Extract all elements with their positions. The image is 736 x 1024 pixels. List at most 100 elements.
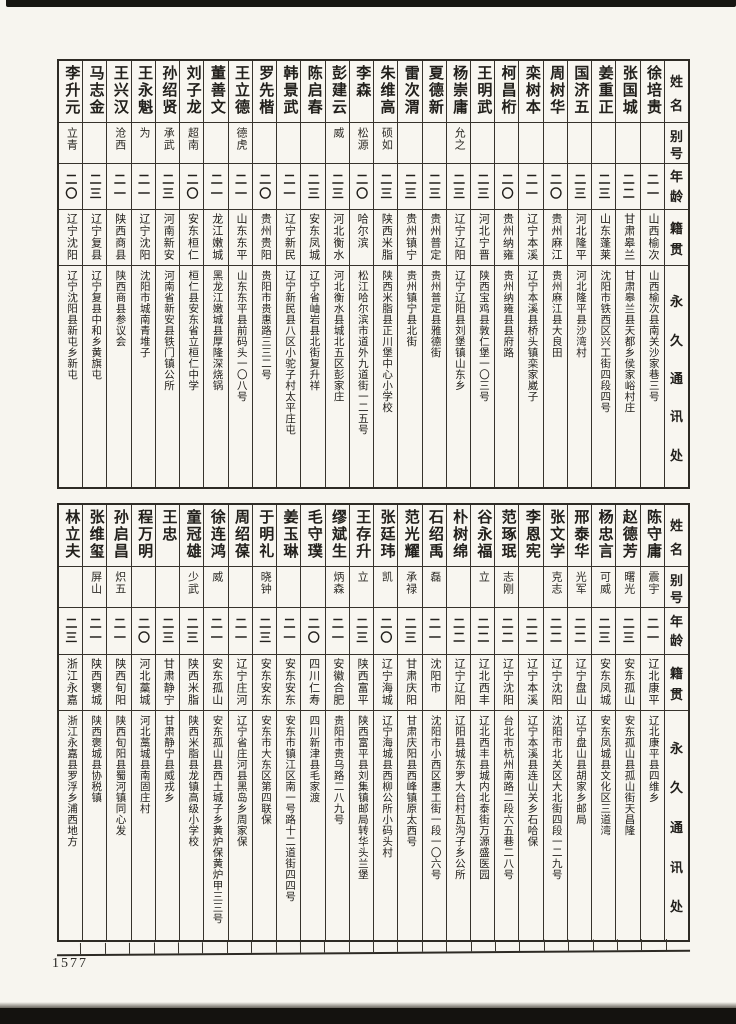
address-cell-text: 贵州普定县雅德街	[429, 270, 441, 358]
name-cell: 王立德	[228, 61, 252, 123]
origin-cell: 辽宁海城	[374, 655, 398, 711]
address-cell-text: 辽宁辽阳县刘堡镇山东乡	[453, 270, 465, 391]
age-cell: 二三	[398, 164, 422, 210]
alias-cell	[155, 567, 180, 608]
origin-cell-text: 辽宁沈阳	[138, 213, 151, 261]
origin-cell-text: 辽宁本溪	[525, 658, 538, 706]
address-cell-text: 陕西褒城县协税镇	[90, 715, 102, 803]
tick-mark	[374, 940, 399, 952]
age-cell-text: 二一	[281, 172, 296, 201]
alias-cell	[470, 123, 495, 164]
name-cell-text: 王存升	[354, 509, 371, 560]
age-cell-text: 二三	[160, 617, 175, 645]
origin-cell-text: 甘肃静宁	[162, 658, 175, 706]
roster-column: 赵德芳 曙光 二三 安东孤山 安东孤山县孤山街天昌隆	[616, 505, 641, 940]
age-cell: 二一	[83, 608, 107, 655]
address-cell-text: 四川新津县毛家渡	[308, 715, 320, 803]
address-cell-text: 山西榆次县南关沙家巷三号	[647, 270, 659, 402]
origin-cell: 河北衡水	[325, 210, 349, 266]
name-cell-text: 张文学	[548, 509, 565, 560]
alias-cell	[616, 123, 640, 164]
age-cell: 二〇	[495, 164, 519, 210]
origin-cell: 龙江嫩城	[204, 210, 228, 266]
address-cell: 松江哈尔滨市道外九道街一二五号	[350, 266, 373, 487]
alias-cell: 志刚	[495, 567, 519, 608]
alias-cell	[543, 123, 567, 164]
origin-cell-text: 安东孤山	[210, 658, 223, 706]
alias-cell: 曙光	[616, 567, 640, 608]
age-cell: 二一	[519, 164, 543, 210]
address-cell: 辽宁新民县八区小驼子村太平庄屯	[277, 266, 300, 487]
age-cell-text: 二〇	[548, 172, 563, 201]
name-cell-text: 姜重正	[596, 65, 613, 116]
address-cell-text: 贵阳市贵乌路二八九号	[332, 715, 344, 825]
header-age-text: 年龄	[669, 169, 683, 204]
origin-cell-text: 辽宁庄河	[234, 658, 247, 706]
age-cell-text: 二一	[233, 172, 248, 201]
age-cell-text: 二〇	[257, 172, 272, 201]
origin-cell-text: 辽宁本溪	[525, 213, 538, 261]
origin-cell-text: 贵州贵阳	[259, 213, 272, 261]
origin-cell-text: 安东安东	[283, 658, 296, 706]
tick-mark	[252, 941, 277, 953]
origin-cell: 甘肃静宁	[155, 655, 180, 711]
age-cell-text: 二一	[281, 617, 296, 645]
origin-cell-text: 甘肃庆阳	[404, 658, 417, 706]
name-cell-text: 彭建云	[329, 65, 346, 116]
age-cell: 二〇	[301, 608, 325, 655]
roster-column: 谷永福立二二 辽北西丰 辽北西丰县城内北泰街万源盛医园	[470, 505, 496, 940]
alias-cell	[83, 123, 107, 164]
roster-column: 杨忠言 可威 二三 安东凤城 安东凤城县文化区三道湾	[592, 505, 617, 940]
roster-column: 缪斌生 炳森 二一 安徽合肥 贵阳市贵乌路二八九号	[325, 505, 350, 940]
tick-mark	[642, 938, 667, 951]
name-cell: 柯昌桁	[495, 61, 519, 123]
origin-cell: 陕西褒城	[83, 655, 107, 711]
age-cell: 二一	[228, 164, 252, 210]
roster-column: 王忠 二三 甘肃静宁 甘肃静宁县威戎乡	[155, 505, 181, 940]
address-cell: 陕西旬阳县蜀河镇同心发	[107, 711, 130, 940]
origin-cell-text: 安东安东	[259, 658, 272, 706]
origin-cell: 辽宁新民	[277, 210, 301, 266]
origin-cell-text: 辽宁复县	[89, 213, 102, 261]
header-column: 姓名别号年龄籍贯永久通讯处	[664, 505, 689, 940]
address-cell-text: 甘肃皋兰县天都乡侯家峪村庄	[623, 270, 635, 413]
alias-cell-text: 炽五	[113, 571, 126, 595]
tick-mark	[81, 942, 106, 955]
name-cell-text: 李升元	[63, 65, 80, 116]
alias-cell-text: 承禄	[404, 571, 417, 595]
age-cell-text: 二三	[257, 617, 272, 645]
age-cell: 二一	[325, 608, 349, 655]
address-cell-text: 安东孤山县西土城子乡黄炉保黄炉甲三三号	[211, 715, 223, 924]
address-cell: 贵州麻江县大良田	[544, 266, 567, 487]
age-cell-text: 二一	[209, 172, 224, 201]
age-cell: 二二	[446, 608, 470, 655]
age-cell-text: 二一	[233, 617, 248, 645]
alias-cell-text: 克志	[550, 571, 563, 595]
address-cell-text: 甘肃静宁县威戎乡	[163, 715, 174, 803]
name-cell: 张维玺	[83, 505, 107, 567]
name-cell-text: 徐培贵	[645, 65, 662, 116]
name-cell: 董善文	[204, 61, 228, 123]
alias-cell: 凯	[374, 567, 398, 608]
alias-cell-text: 硕如	[380, 127, 393, 151]
roster-column: 张国城 二二 甘肃皋兰 甘肃皋兰县天都乡侯家峪村庄	[616, 61, 641, 487]
address-cell: 辽北康平县四维乡	[641, 711, 664, 940]
age-cell: 二三	[446, 164, 470, 210]
address-cell-text: 沈阳市铁西区兴工街四段四号	[599, 270, 611, 413]
origin-cell: 安东凤城	[301, 210, 325, 266]
tick-mark	[56, 943, 82, 955]
age-cell-text: 二三	[306, 172, 321, 201]
origin-cell: 山西榆次	[640, 210, 664, 266]
alias-cell	[277, 567, 301, 608]
age-cell: 二二	[519, 608, 543, 655]
address-cell-text: 辽宁海城县西柳公所小码头村	[381, 715, 393, 858]
alias-cell-text: 光军	[574, 571, 587, 595]
roster-column: 姜玉琳 二一 安东安东 安东市镇江区南一号路十二道街四四号	[277, 505, 302, 940]
name-cell: 赵德芳	[616, 505, 640, 567]
address-cell: 山东东平县前码头一〇八号	[229, 266, 252, 487]
alias-cell-text: 威	[210, 571, 223, 583]
address-cell-text: 贵州纳雍县县府路	[502, 270, 514, 358]
age-cell: 二一	[131, 164, 155, 210]
age-cell-text: 二一	[209, 617, 224, 645]
